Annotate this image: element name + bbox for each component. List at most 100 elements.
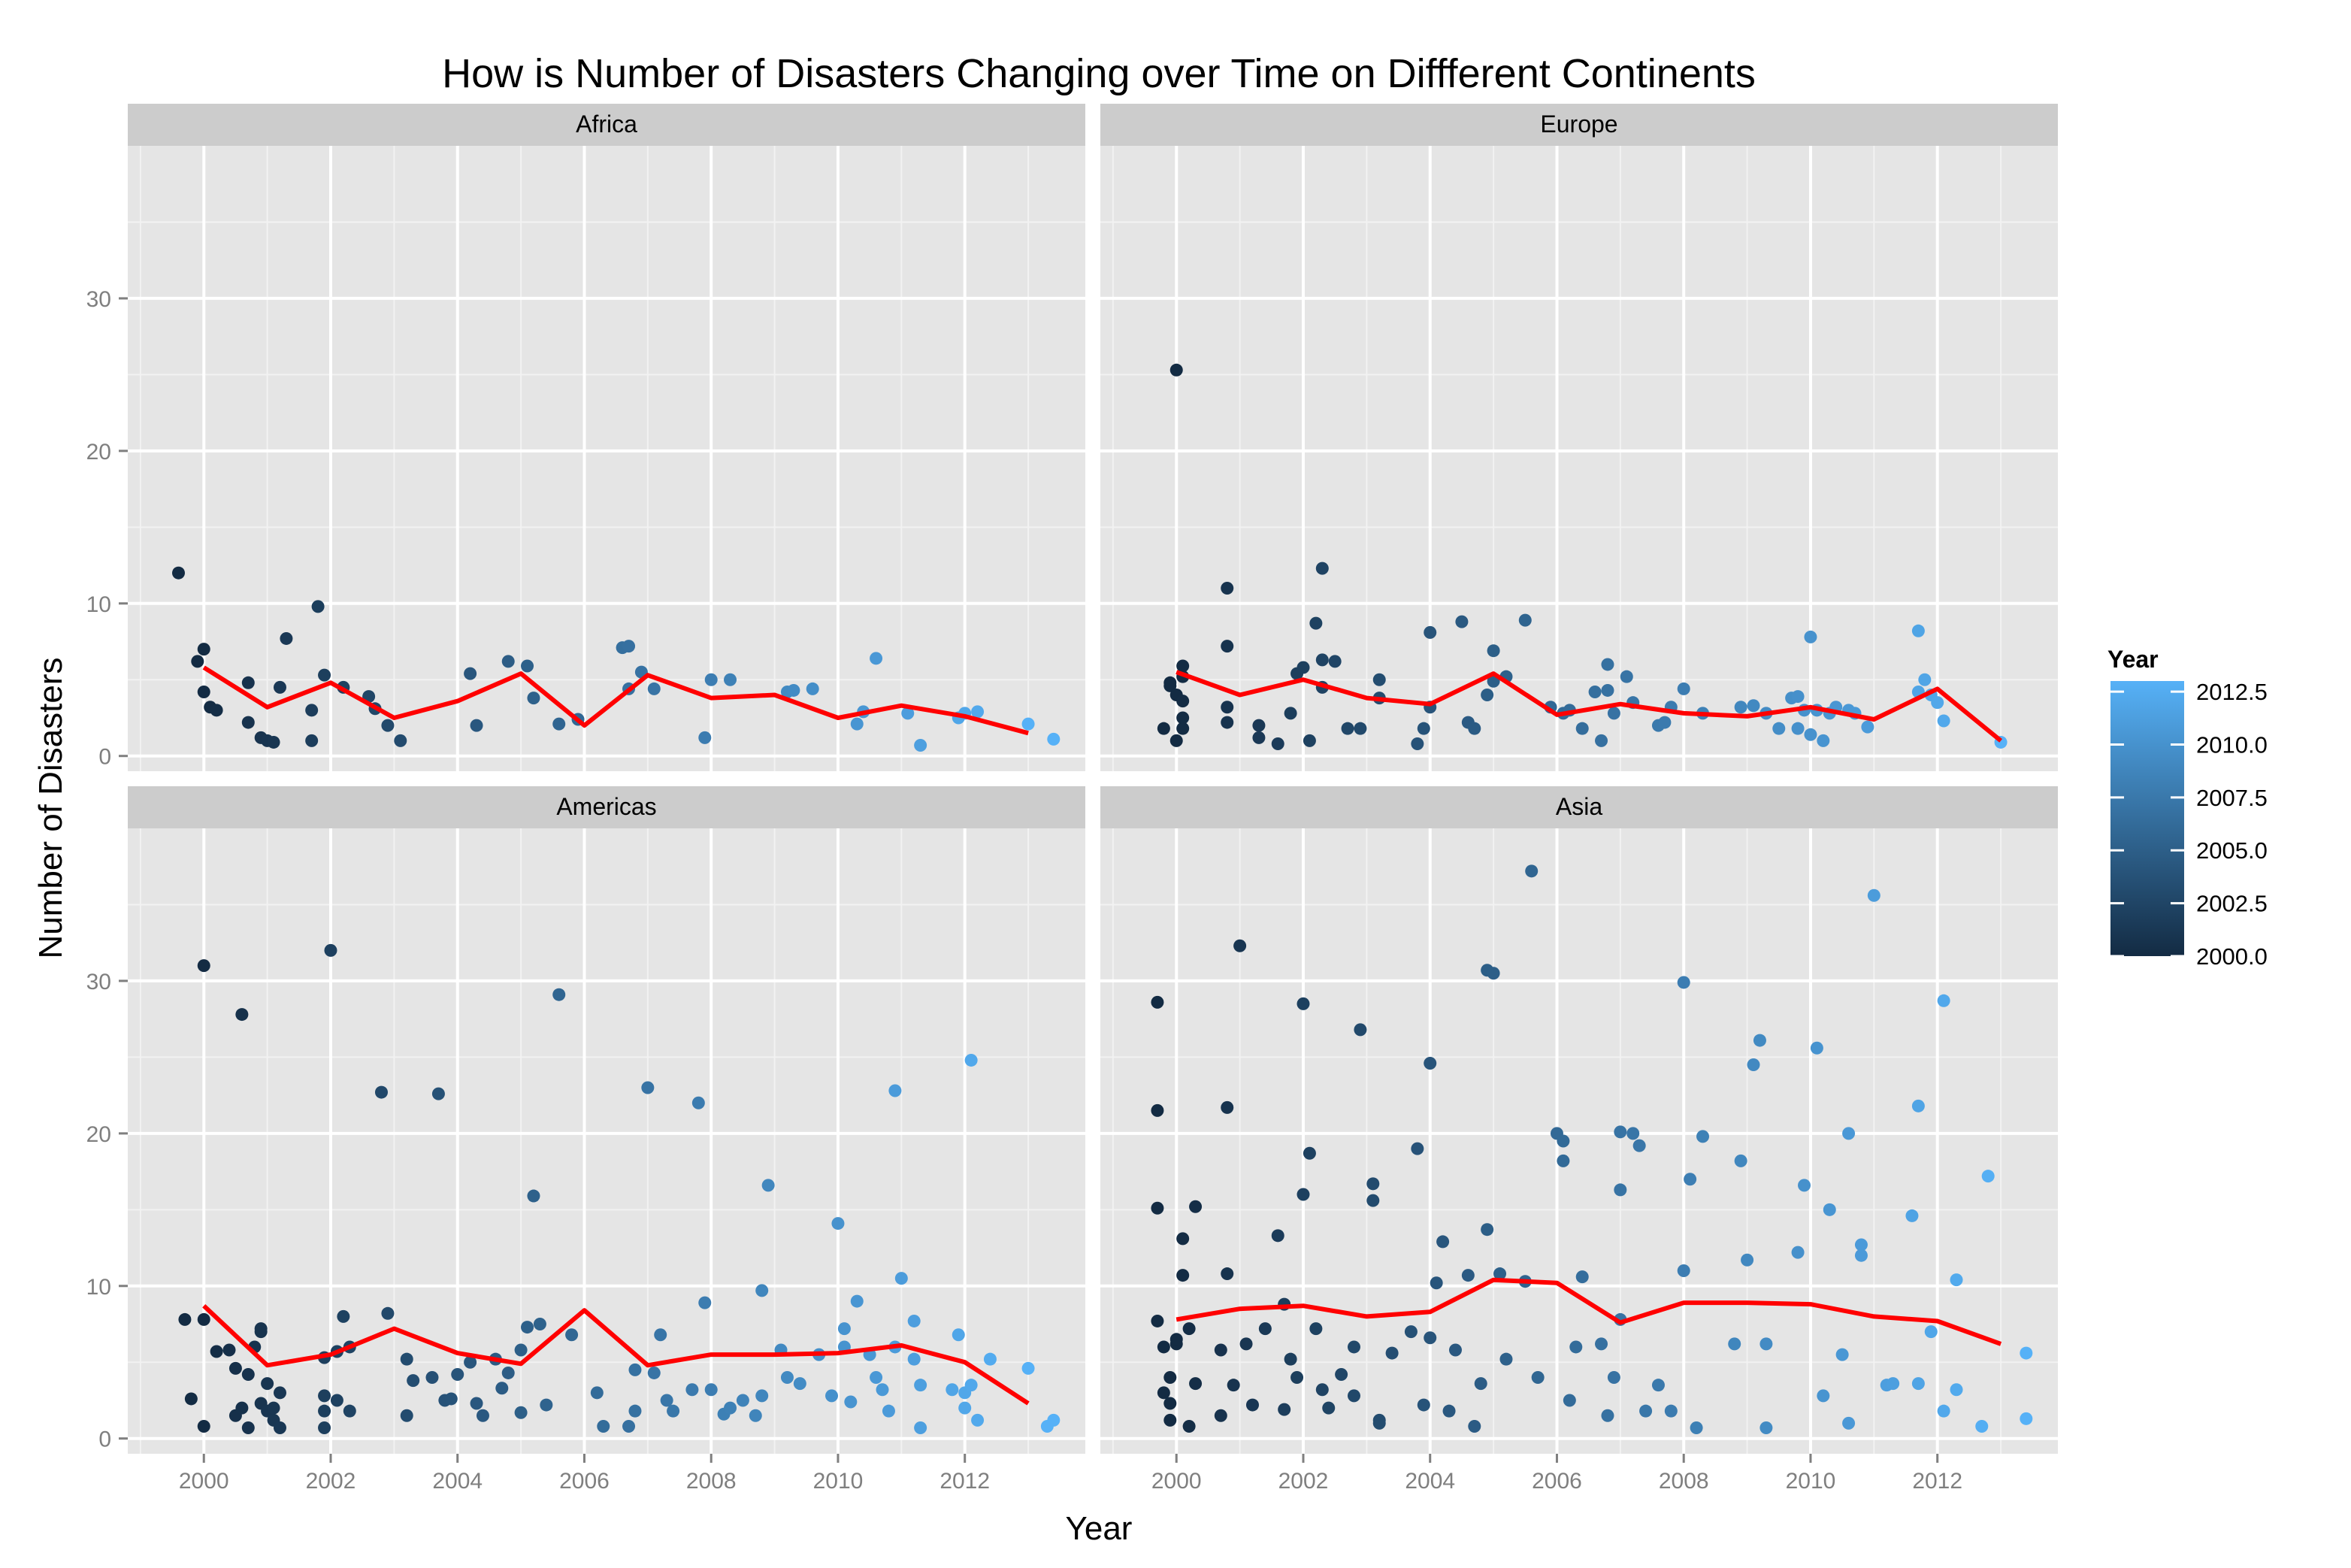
data-point — [907, 1352, 921, 1366]
data-point — [1424, 1331, 1437, 1345]
data-point — [1354, 1023, 1367, 1037]
data-point — [1047, 732, 1061, 746]
data-point — [850, 717, 864, 731]
data-point — [1284, 1352, 1297, 1366]
data-point — [552, 717, 566, 731]
data-point — [330, 1394, 343, 1407]
data-point — [228, 1361, 242, 1375]
data-point — [1258, 1322, 1272, 1336]
data-point — [171, 566, 185, 580]
data-point — [1918, 673, 1932, 686]
data-point — [1347, 1340, 1360, 1354]
data-point — [267, 735, 280, 749]
data-point — [1151, 1201, 1164, 1215]
data-point — [1557, 1154, 1570, 1167]
data-point — [324, 943, 337, 957]
data-point — [1950, 1273, 1963, 1287]
data-point — [254, 1325, 268, 1339]
data-point — [1690, 1421, 1703, 1435]
data-point — [197, 1419, 210, 1433]
data-point — [964, 1379, 978, 1392]
data-point — [501, 655, 515, 668]
data-point — [514, 1343, 528, 1357]
data-point — [1157, 1340, 1170, 1354]
data-point — [1315, 1383, 1329, 1397]
data-point — [1911, 1099, 1925, 1112]
data-point — [1372, 1413, 1386, 1427]
data-point — [724, 673, 737, 686]
data-point — [1163, 1371, 1177, 1385]
data-point — [958, 1401, 972, 1415]
y-tick-label: 20 — [86, 1122, 111, 1147]
data-point — [1481, 689, 1494, 702]
facet-panels: Africa 0 10 20 30 Europe Americas 0 10 20 30 2000 20… — [86, 104, 2058, 1494]
data-point — [1315, 653, 1329, 667]
data-point — [1620, 670, 1633, 683]
data-point — [1297, 1188, 1310, 1201]
data-point — [914, 1421, 927, 1435]
data-point — [1817, 734, 1830, 747]
legend-label: 2012.5 — [2196, 679, 2268, 705]
data-point — [1176, 711, 1190, 725]
facet-strip — [1100, 786, 2058, 828]
data-point — [1214, 1409, 1227, 1422]
data-point — [273, 680, 286, 694]
y-tick-label: 10 — [86, 1275, 111, 1300]
data-point — [647, 682, 661, 695]
facet-strip — [128, 786, 1085, 828]
facet-strip-label: Asia — [1556, 793, 1602, 820]
legend-label: 2000.0 — [2196, 943, 2268, 970]
data-point — [210, 704, 223, 717]
data-point — [1455, 615, 1469, 628]
x-tick-label: 2008 — [1659, 1469, 1709, 1494]
panel-background — [1100, 828, 2058, 1454]
data-point — [1341, 722, 1354, 735]
data-point — [400, 1352, 413, 1366]
data-point — [1607, 707, 1620, 720]
y-tick-label: 30 — [86, 287, 111, 312]
data-point — [1842, 1127, 1856, 1140]
data-point — [1791, 690, 1805, 704]
data-point — [1804, 630, 1817, 643]
data-point — [1221, 716, 1234, 729]
data-point — [1309, 1322, 1323, 1336]
data-point — [1169, 734, 1183, 747]
data-point — [691, 1096, 705, 1109]
data-point — [1639, 1404, 1653, 1418]
data-point — [1614, 1183, 1627, 1197]
data-point — [1163, 679, 1177, 692]
data-point — [1411, 737, 1424, 750]
data-point — [628, 1363, 642, 1376]
data-point — [971, 1413, 985, 1427]
data-point — [1601, 658, 1614, 671]
data-point — [1842, 1416, 1856, 1430]
data-point — [1252, 719, 1266, 732]
trend-line — [202, 665, 1029, 736]
data-point — [1221, 640, 1234, 653]
data-point — [1905, 1209, 1919, 1222]
x-tick-label: 2010 — [1786, 1469, 1836, 1494]
data-point — [1322, 1401, 1336, 1415]
data-point — [1854, 1238, 1868, 1252]
data-point — [1278, 1403, 1291, 1416]
data-point — [1271, 1229, 1284, 1243]
data-point — [337, 1309, 350, 1323]
panel-background — [128, 146, 1085, 771]
legend: Year 2012.5 2010.0 2007.5 2005.0 2002.5 2000.… — [2107, 646, 2268, 970]
data-point — [1747, 699, 1760, 713]
data-point — [1753, 1034, 1766, 1047]
facet-panel-africa: Africa 0 10 20 30 — [86, 104, 1085, 771]
data-point — [1245, 1398, 1259, 1412]
data-point — [1981, 1170, 1995, 1183]
data-point — [1563, 1394, 1576, 1407]
data-point — [1924, 1325, 1938, 1339]
x-tick-label: 2002 — [306, 1469, 356, 1494]
data-point — [1728, 1337, 1741, 1351]
data-point — [305, 704, 319, 717]
data-point — [1157, 722, 1170, 735]
y-tick-label: 20 — [86, 440, 111, 465]
legend-label: 2010.0 — [2196, 731, 2268, 758]
legend-label: 2005.0 — [2196, 837, 2268, 864]
data-point — [1798, 1179, 1811, 1192]
data-point — [1239, 1337, 1253, 1351]
